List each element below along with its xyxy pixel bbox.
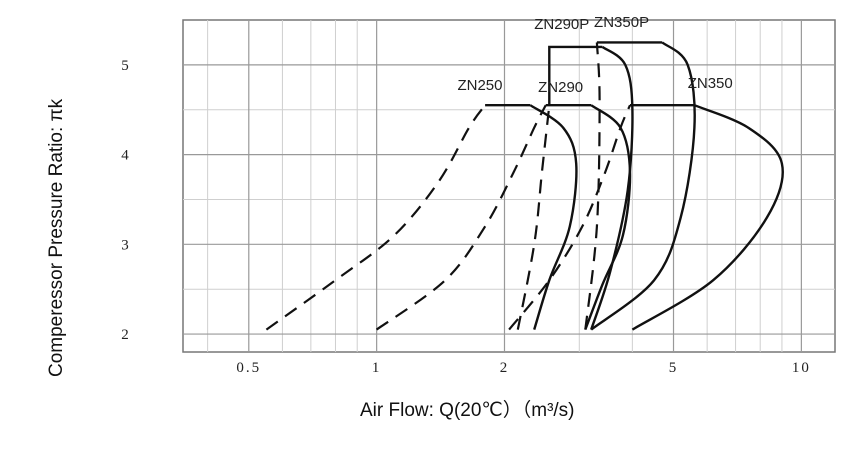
series-zn350p — [584, 41, 696, 331]
series-zn350 — [508, 104, 784, 331]
x-tick-label: 0.5 — [236, 360, 261, 376]
x-tick-label: 10 — [792, 360, 811, 376]
y-axis-label-text: Comperessor Pressure Ratio: πk — [46, 98, 67, 377]
label-zn250: ZN250 — [457, 77, 502, 94]
choke-line-zn250 — [529, 104, 578, 330]
series-zn290 — [375, 104, 632, 331]
surge-line-zn290p — [516, 105, 551, 330]
series-zn250 — [265, 104, 578, 331]
y-tick-label: 5 — [121, 58, 131, 74]
x-tick-label: 2 — [500, 360, 510, 376]
choke-line-zn290p — [590, 45, 634, 330]
label-zn350: ZN350 — [688, 75, 733, 92]
label-zn290: ZN290 — [538, 79, 583, 96]
series-labels: ZN250 ZN290 ZN290P ZN350P ZN350 — [457, 14, 732, 96]
grid — [183, 20, 835, 352]
x-tick-label: 5 — [669, 360, 679, 376]
series-zn290p — [516, 45, 634, 330]
surge-line-zn350p — [584, 42, 601, 330]
ticks: 0.5 1 2 5 10 2 3 4 5 — [121, 58, 811, 376]
series — [265, 41, 784, 331]
y-tick-label: 4 — [121, 148, 131, 164]
x-tick-label: 1 — [372, 360, 382, 376]
surge-line-zn350 — [508, 104, 632, 331]
y-tick-label: 3 — [121, 237, 131, 253]
label-zn350p: ZN350P — [594, 14, 649, 31]
x-axis-label: Air Flow: Q(20℃）（m³/s) — [360, 400, 575, 421]
label-zn290p: ZN290P — [534, 16, 589, 33]
top-line-zn290p — [548, 45, 603, 106]
choke-line-zn350p — [590, 41, 696, 331]
y-tick-label: 2 — [121, 327, 131, 343]
plot-area — [182, 19, 836, 353]
surge-line-zn290 — [375, 104, 547, 331]
choke-line-zn290 — [584, 104, 632, 331]
choke-line-zn350 — [631, 104, 784, 331]
y-axis-label: Comperessor Pressure Ratio: πk — [46, 98, 67, 377]
